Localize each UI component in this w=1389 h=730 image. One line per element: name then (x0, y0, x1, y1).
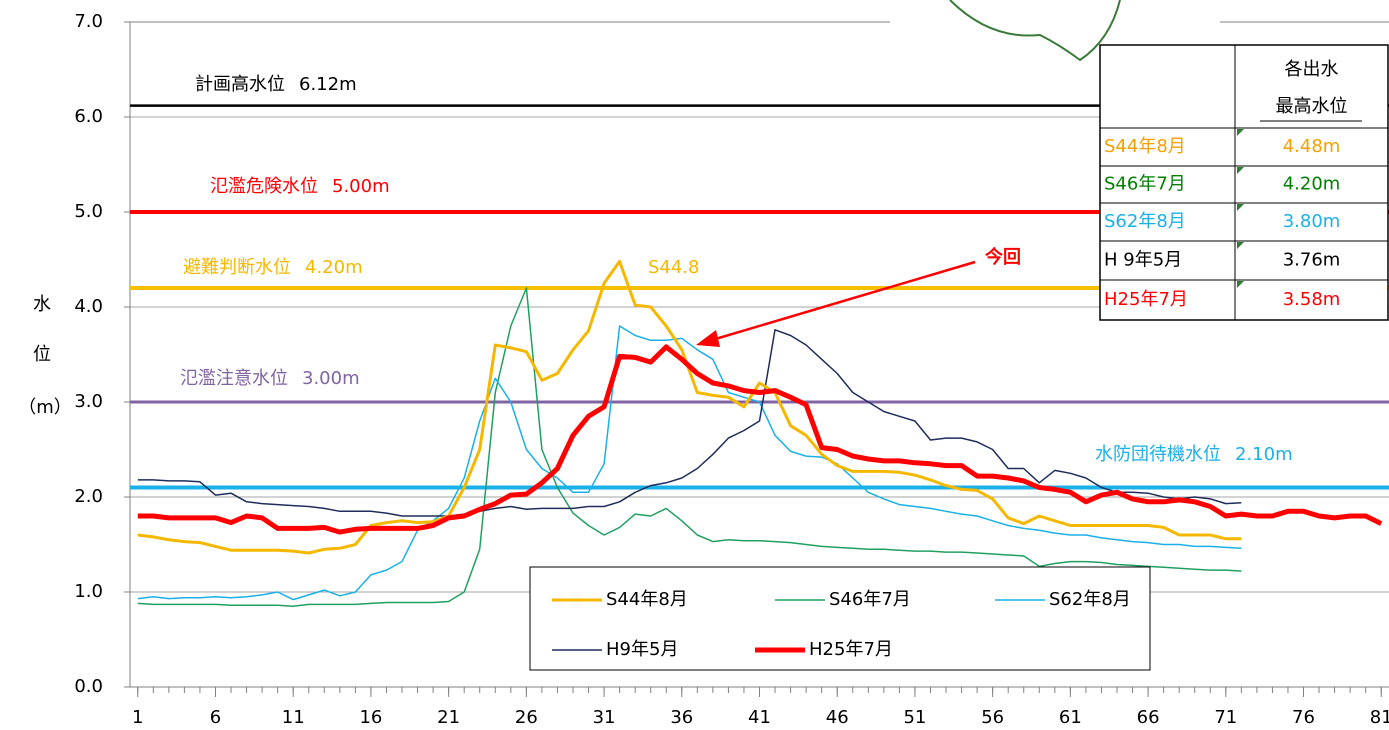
x-tick-label: 46 (826, 707, 849, 728)
reference-value: 3.00m (302, 368, 360, 389)
series-line (137, 325, 1242, 601)
y-tick-label: 6.0 (74, 106, 103, 127)
x-tick-label: 1 (132, 707, 143, 728)
table-cell: 3.76m (1283, 250, 1341, 271)
x-tick-label: 26 (515, 707, 538, 728)
x-tick-label: 16 (359, 707, 382, 728)
y-tick-label: 1.0 (74, 581, 103, 602)
reference-label: 氾濫注意水位 3.00m (180, 368, 360, 389)
series-line (137, 287, 1242, 608)
map-outline (949, 0, 1121, 62)
cell-marker (1237, 281, 1244, 288)
table-cell: 3.80m (1283, 211, 1341, 232)
x-tick-label: 51 (903, 707, 926, 728)
x-tick-label: 71 (1214, 707, 1237, 728)
y-axis-label: （m） (18, 397, 72, 418)
series-line (137, 259, 1242, 555)
table-cell: S44年8月 (1104, 136, 1186, 157)
cell-marker (1237, 167, 1244, 174)
reference-name: 計画高水位 (195, 74, 285, 95)
y-axis-label: 位 (33, 344, 51, 365)
table-header: 各出水 (1285, 59, 1339, 80)
x-tick-label: 81 (1370, 707, 1389, 728)
legend-label: S62年8月 (1049, 589, 1131, 610)
x-tick-label: 76 (1292, 707, 1315, 728)
arrow-head (696, 330, 720, 347)
y-tick-label: 3.0 (74, 391, 103, 412)
table-cell: H25年7月 (1104, 289, 1188, 310)
x-tick-label: 11 (282, 707, 305, 728)
table-cell: S46年7月 (1104, 174, 1186, 195)
table-bg (1099, 44, 1389, 321)
legend-box (529, 566, 1151, 671)
series-line (137, 344, 1383, 535)
annotation: 今回 (985, 246, 1021, 268)
x-tick-label: 31 (593, 707, 616, 728)
legend-label: H25年7月 (809, 639, 893, 660)
reference-name: 水防団待機水位 (1095, 444, 1221, 465)
legend-label: H9年5月 (606, 639, 678, 660)
y-tick-label: 0.0 (74, 676, 103, 697)
x-tick-label: 41 (748, 707, 771, 728)
table-header: 最高水位 (1276, 96, 1348, 117)
x-tick-label: 61 (1059, 707, 1082, 728)
y-tick-label: 7.0 (74, 11, 103, 32)
table-cell: 4.20m (1283, 174, 1341, 195)
reference-value: 5.00m (332, 176, 390, 197)
annotation-arrow (711, 260, 976, 342)
reference-label: 氾濫危険水位 5.00m (210, 176, 390, 197)
x-tick-label: 66 (1137, 707, 1160, 728)
cell-marker (1237, 242, 1244, 249)
table-cell: 3.58m (1283, 289, 1341, 310)
legend-label: S44年8月 (606, 589, 688, 610)
reference-name: 氾濫危険水位 (210, 176, 318, 197)
reference-value: 2.10m (1235, 444, 1293, 465)
y-tick-label: 4.0 (74, 296, 103, 317)
y-tick-label: 2.0 (74, 486, 103, 507)
reference-value: 4.20m (305, 257, 363, 278)
reference-label: 水防団待機水位 2.10m (1095, 444, 1293, 465)
y-axis-label: 水 (33, 294, 51, 315)
reference-label: 避難判断水位 4.20m (183, 257, 363, 278)
cell-marker (1237, 204, 1244, 211)
reference-value: 6.12m (299, 74, 357, 95)
y-tick-label: 5.0 (74, 201, 103, 222)
table-cell: H 9年5月 (1104, 250, 1182, 271)
reference-name: 避難判断水位 (183, 257, 291, 278)
x-tick-label: 21 (437, 707, 460, 728)
x-tick-label: 6 (210, 707, 221, 728)
table-cell: 4.48m (1283, 136, 1341, 157)
annotation: S44.8 (648, 257, 700, 278)
cell-marker (1237, 129, 1244, 136)
legend-label: S46年7月 (829, 589, 911, 610)
x-tick-label: 56 (981, 707, 1004, 728)
series-line (137, 329, 1242, 517)
x-tick-label: 36 (670, 707, 693, 728)
table-cell: S62年8月 (1104, 211, 1186, 232)
reference-name: 氾濫注意水位 (180, 368, 288, 389)
reference-label: 計画高水位 6.12m (195, 74, 357, 95)
